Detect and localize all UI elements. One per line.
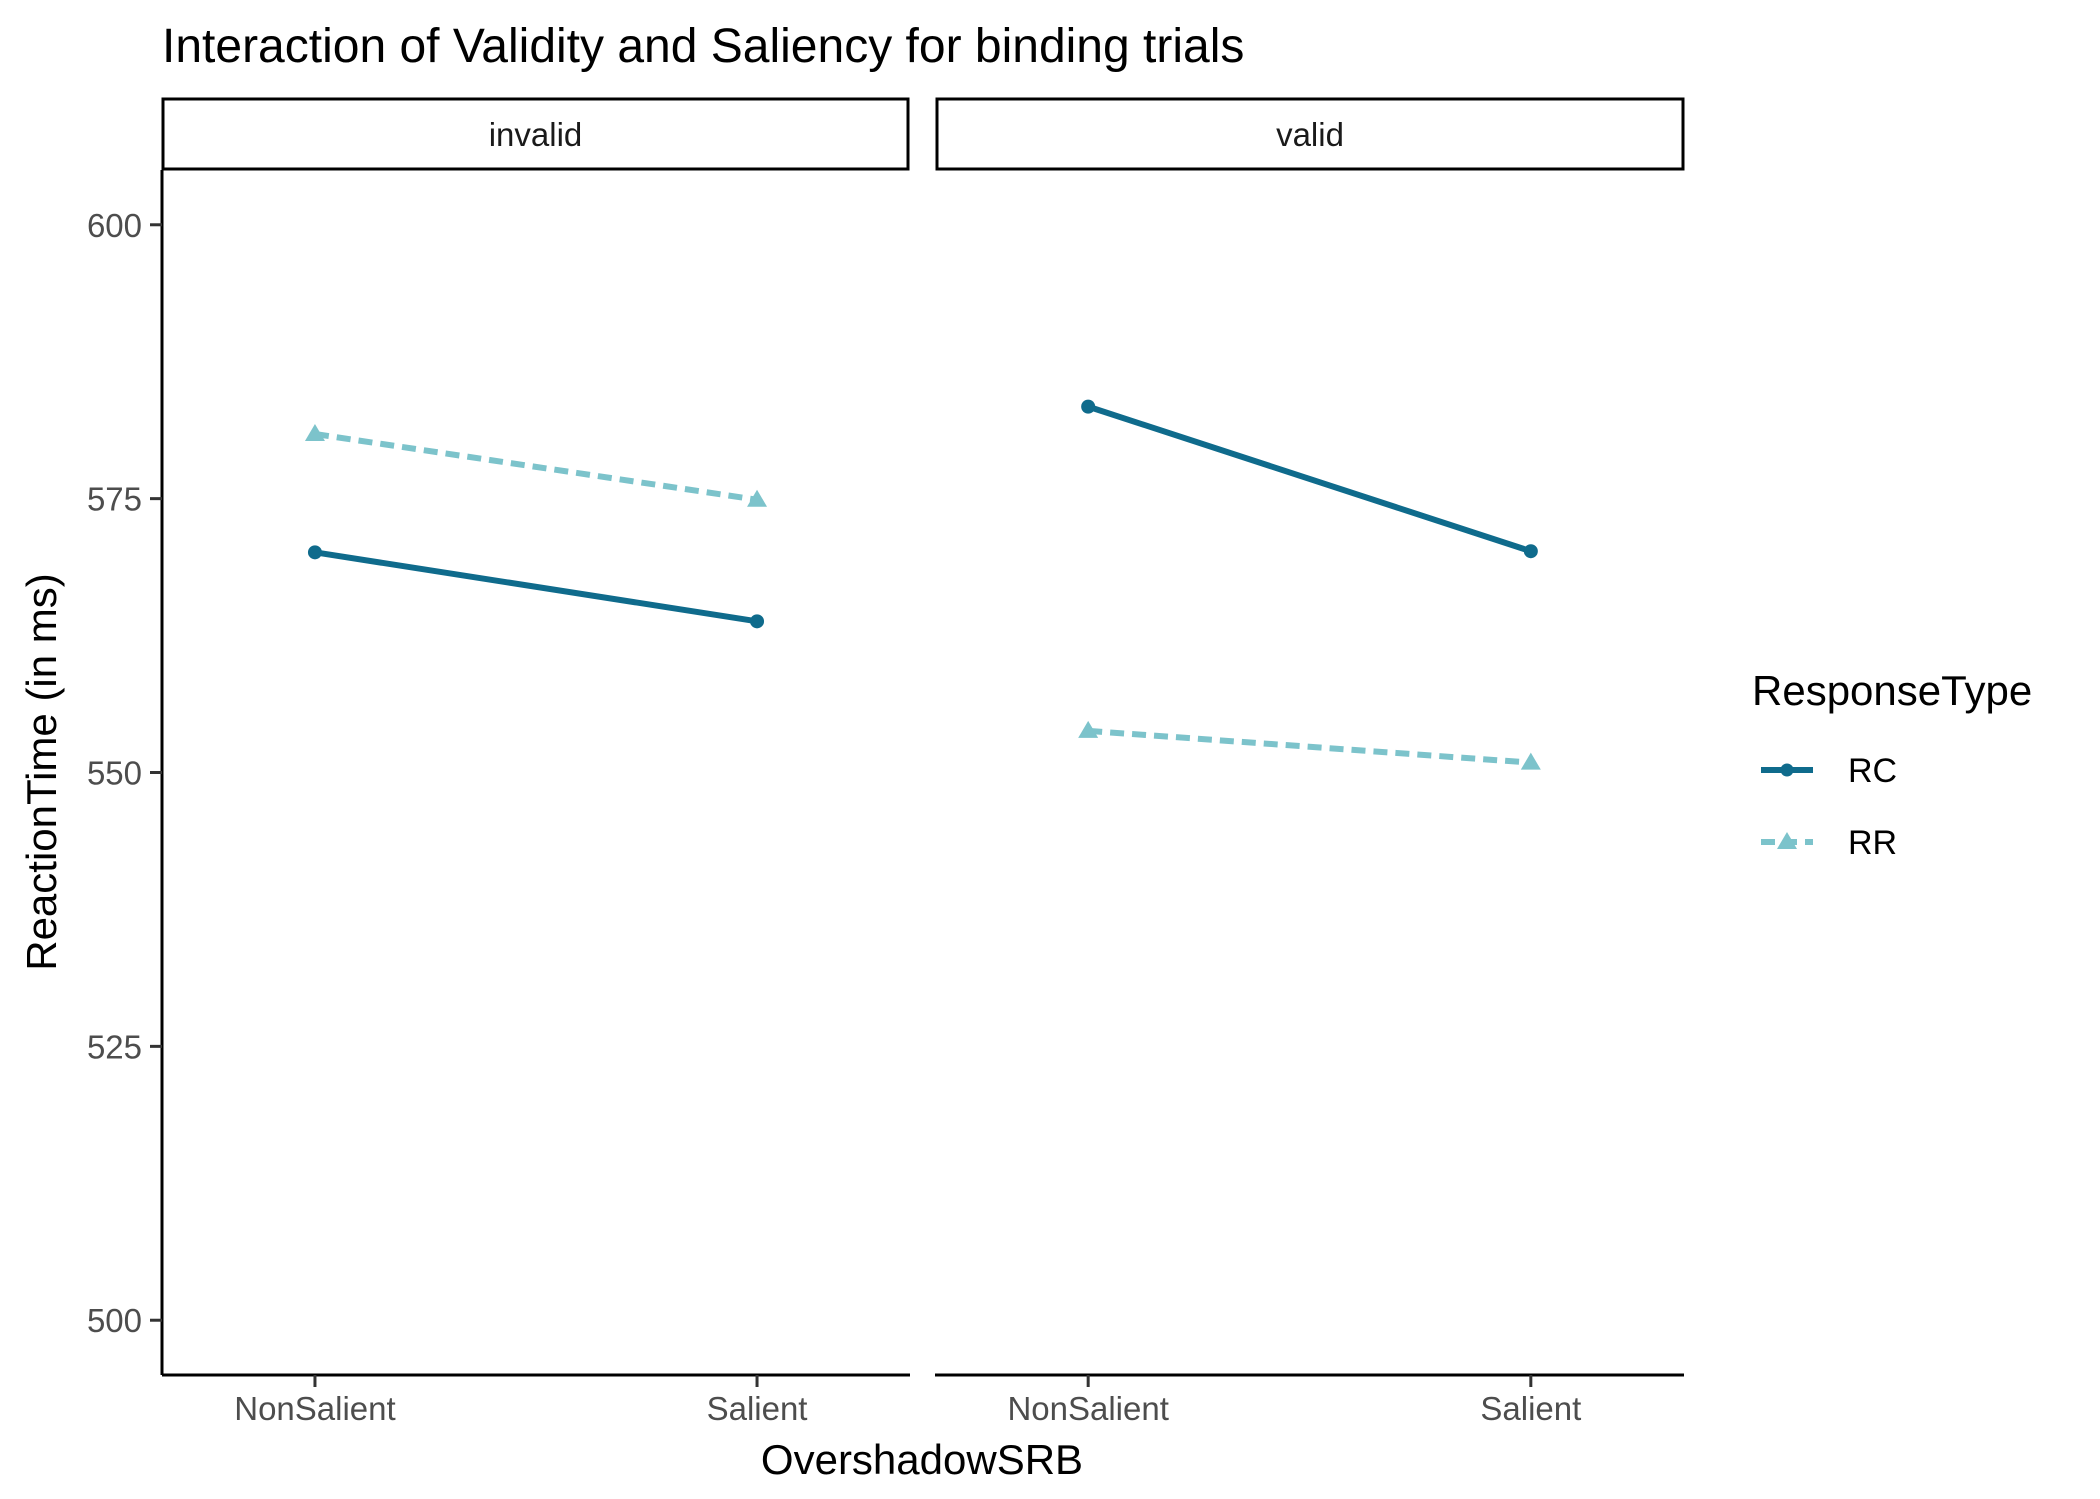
point-rc-invalid-nonsalient [307, 545, 322, 560]
y-axis-title: ReactionTime (in ms) [18, 573, 65, 971]
series-line-rc-valid [1087, 403, 1532, 555]
y-tick-label: 600 [87, 207, 142, 244]
y-tick-label: 575 [87, 481, 142, 518]
legend-item-rc: RC [1761, 752, 1897, 790]
point-rr-valid-nonsalient [1078, 720, 1099, 738]
series-line-rr-valid [1087, 727, 1532, 766]
point-rc-valid-nonsalient [1081, 399, 1096, 414]
facet-label-valid: valid [1276, 116, 1344, 153]
y-tick-label: 525 [87, 1028, 142, 1065]
point-rr-valid-salient [1520, 752, 1541, 770]
legend-label-rr: RR [1848, 824, 1897, 862]
x-tick-label: Salient [707, 1390, 808, 1427]
facet-strip-invalid: invalid [161, 97, 910, 171]
x-tick-label: NonSalient [234, 1390, 395, 1427]
point-rr-invalid-nonsalient [304, 424, 325, 442]
facet-strip-valid: valid [935, 97, 1685, 171]
point-rc-valid-salient [1523, 544, 1538, 559]
y-tick-label: 500 [87, 1302, 142, 1339]
legend-marker-rc [1780, 763, 1794, 777]
series-line-rr-invalid [314, 431, 758, 503]
x-axis-ticks: NonSalient Salient NonSalient Salient [234, 1375, 1581, 1427]
legend-item-rr: RR [1761, 824, 1897, 862]
legend-marker-rr [1777, 832, 1797, 849]
x-tick-label: Salient [1480, 1390, 1581, 1427]
legend-title: ResponseType [1752, 667, 2032, 714]
x-tick-label: NonSalient [1007, 1390, 1168, 1427]
point-rr-invalid-salient [747, 489, 768, 507]
legend-label-rc: RC [1848, 752, 1897, 790]
chart-title: Interaction of Validity and Saliency for… [162, 20, 1244, 73]
facet-label-invalid: invalid [489, 116, 583, 153]
y-axis-ticks: 500 525 550 575 600 [87, 207, 162, 1339]
x-axis-title: OvershadowSRB [761, 1436, 1083, 1483]
legend: ResponseType RC RR [1752, 667, 2032, 862]
point-rc-invalid-salient [750, 614, 765, 629]
y-tick-label: 550 [87, 755, 142, 792]
series-line-rc-invalid [314, 549, 758, 625]
plot-lines [304, 399, 1541, 770]
